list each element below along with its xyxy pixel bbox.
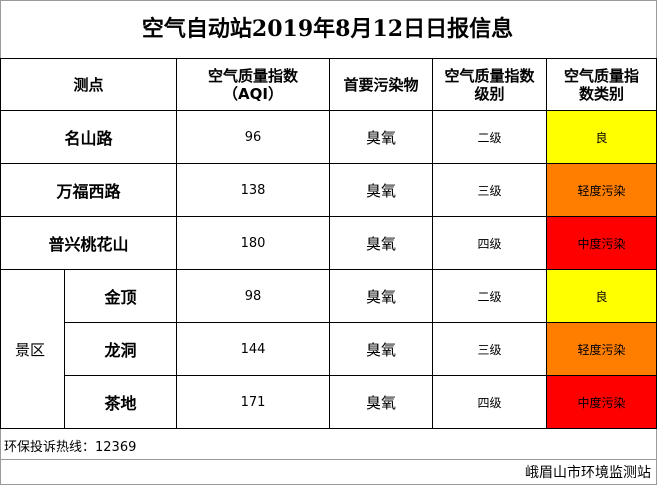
zone-label: 景区 [0, 269, 65, 429]
aqi-value: 180 [176, 216, 331, 270]
aqi-value: 171 [176, 375, 331, 429]
table-row: 景区 金顶 98 臭氧 二级 良 [0, 269, 657, 429]
complaint-hotline: 环保投诉热线：12369 [4, 440, 137, 455]
header-site: 测点 [0, 58, 178, 111]
primary-pollutant: 臭氧 [329, 322, 434, 376]
monitoring-station-name: 峨眉山市环境监测站 [525, 465, 651, 481]
primary-pollutant: 臭氧 [329, 375, 434, 429]
header-level: 空气质量指数 级别 [432, 58, 548, 111]
site-name: 普兴桃花山 [0, 216, 178, 270]
aqi-level: 三级 [432, 322, 548, 376]
aqi-category: 中度污染 [546, 216, 657, 270]
aqi-value: 96 [176, 110, 331, 164]
report-title: 空气自动站2019年8月12日日报信息 [141, 16, 514, 42]
site-name: 茶地 [63, 375, 178, 429]
header-row: 测点 空气质量指数 （AQI） 首要污染物 空气质量指数 级别 空气质量指 数类别 [0, 58, 657, 111]
site-name: 金顶 [63, 269, 178, 323]
site-name: 万福西路 [0, 163, 178, 217]
primary-pollutant: 臭氧 [329, 163, 434, 217]
header-aqi: 空气质量指数 （AQI） [176, 58, 331, 111]
aqi-category: 良 [546, 269, 657, 323]
header-aqi-line2: （AQI） [223, 84, 283, 103]
header-category-line1: 空气质量指 [564, 66, 640, 85]
header-category: 空气质量指 数类别 [546, 58, 657, 111]
aqi-value: 138 [176, 163, 331, 217]
aqi-table: 测点 空气质量指数 （AQI） 首要污染物 空气质量指数 级别 空气质量指 数类别 名… [0, 58, 657, 429]
site-name: 名山路 [0, 110, 178, 164]
aqi-level: 二级 [432, 110, 548, 164]
aqi-level: 四级 [432, 216, 548, 270]
aqi-value: 98 [176, 269, 331, 323]
table-row: 名山路 96 臭氧 二级 良 [0, 110, 657, 164]
aqi-category: 轻度污染 [546, 163, 657, 217]
header-level-line2: 级别 [474, 84, 505, 103]
table-row: 茶地 171 臭氧 四级 中度污染 [1, 375, 657, 429]
table-row: 万福西路 138 臭氧 三级 轻度污染 [0, 163, 657, 217]
header-category-line2: 数类别 [579, 84, 625, 103]
site-name: 龙洞 [63, 322, 178, 376]
table-row: 龙洞 144 臭氧 三级 轻度污染 [1, 322, 657, 376]
table-row: 普兴桃花山 180 臭氧 四级 中度污染 [0, 216, 657, 270]
primary-pollutant: 臭氧 [329, 110, 434, 164]
aqi-level: 四级 [432, 375, 548, 429]
aqi-level: 三级 [432, 163, 548, 217]
aqi-level: 二级 [432, 269, 548, 323]
primary-pollutant: 臭氧 [329, 269, 434, 323]
primary-pollutant: 臭氧 [329, 216, 434, 270]
header-aqi-line1: 空气质量指数 [208, 66, 299, 85]
aqi-category: 轻度污染 [546, 322, 657, 376]
footer-divider [0, 459, 656, 460]
aqi-category: 中度污染 [546, 375, 657, 429]
aqi-value: 144 [176, 322, 331, 376]
header-level-line1: 空气质量指数 [444, 66, 535, 85]
aqi-category: 良 [546, 110, 657, 164]
header-pollutant: 首要污染物 [329, 58, 434, 111]
